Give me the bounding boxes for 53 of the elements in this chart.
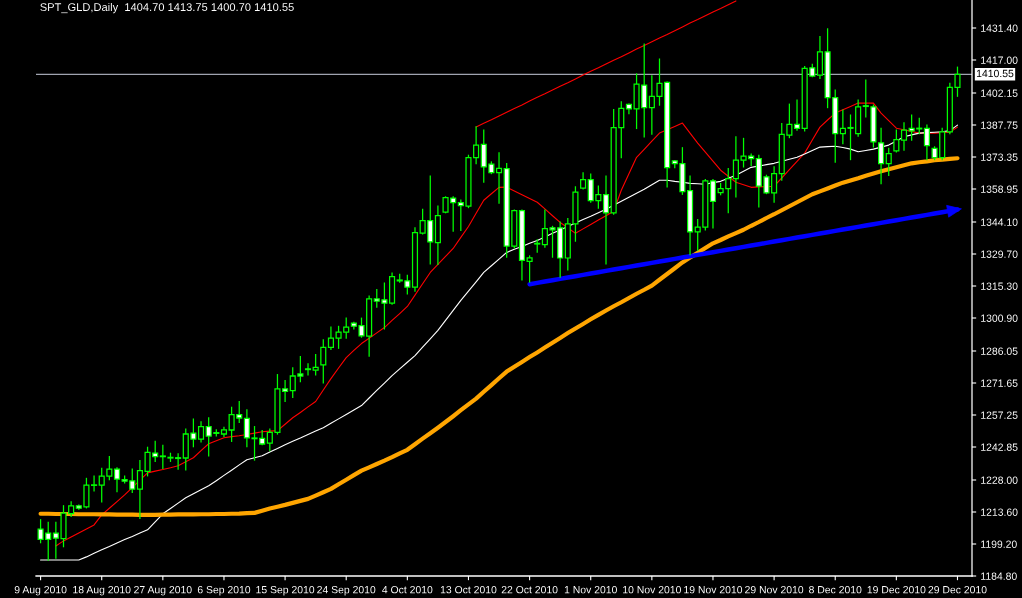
x-tick-label: 18 Aug 2010 <box>73 586 131 596</box>
candlestick <box>320 339 327 384</box>
x-tick-label: 15 Sep 2010 <box>256 586 315 596</box>
y-tick-label: 1213.60 <box>981 508 1018 516</box>
y-tick-label: 1373.35 <box>981 153 1018 161</box>
candlestick <box>304 363 312 376</box>
y-tick-label: 1402.15 <box>981 89 1018 97</box>
y-tick-label: 1228.00 <box>981 476 1018 484</box>
x-tick-label: 6 Sep 2010 <box>197 586 251 596</box>
chart-title: SPT_GLD,Daily 1404.70 1413.75 1400.70 1410.55 <box>40 2 294 14</box>
y-tick-label: 1300.90 <box>981 314 1018 322</box>
candlestick <box>159 444 166 470</box>
candlestick <box>893 129 900 153</box>
candlestick <box>312 354 319 376</box>
candlestick <box>197 421 205 443</box>
ref-line-label: 1410.55 <box>976 69 1014 78</box>
candlestick <box>495 152 503 204</box>
candlestick <box>793 99 801 131</box>
x-tick-label: 4 Oct 2010 <box>382 586 433 594</box>
candlestick <box>526 255 533 283</box>
y-tick-label: 1329.70 <box>981 250 1018 258</box>
y-tick-label: 1184.80 <box>981 572 1017 580</box>
y-tick-label: 1387.75 <box>981 121 1018 129</box>
candlestick <box>113 467 121 493</box>
y-tick-label: 1358.95 <box>981 185 1018 193</box>
x-tick-label: 22 Oct 2010 <box>501 586 558 594</box>
y-tick-label: 1271.65 <box>981 379 1018 387</box>
x-tick-label: 8 Dec 2010 <box>809 586 862 594</box>
line-series <box>38 156 960 517</box>
y-tick-label: 1199.20 <box>981 540 1017 548</box>
candlestick <box>602 175 610 265</box>
x-tick-label: 13 Oct 2010 <box>440 586 497 594</box>
x-tick-label: 1 Nov 2010 <box>564 586 617 594</box>
y-tick-label: 1286.05 <box>981 347 1018 355</box>
candlestick <box>885 147 892 176</box>
x-tick-label: 9 Aug 2010 <box>14 586 67 596</box>
x-tick-label: 19 Dec 2010 <box>867 586 926 594</box>
x-tick-label: 19 Nov 2010 <box>684 586 743 594</box>
candlestick <box>878 127 885 185</box>
candlestick <box>709 178 717 229</box>
x-tick-label: 27 Aug 2010 <box>134 586 192 596</box>
x-tick-label: 29 Nov 2010 <box>745 586 804 594</box>
y-tick-label: 1431.40 <box>981 24 1018 32</box>
y-tick-label: 1315.30 <box>981 282 1018 290</box>
candlestick <box>900 122 908 151</box>
y-tick-label: 1242.85 <box>981 443 1018 451</box>
y-tick-label: 1257.25 <box>981 411 1018 419</box>
x-tick-label: 24 Sep 2010 <box>317 586 376 596</box>
x-tick-label: 10 Nov 2010 <box>623 586 681 594</box>
y-tick-label: 1417.00 <box>981 56 1018 64</box>
line-series <box>475 0 737 128</box>
x-tick-label: 29 Dec 2010 <box>928 586 987 594</box>
y-tick-label: 1344.10 <box>981 218 1018 226</box>
